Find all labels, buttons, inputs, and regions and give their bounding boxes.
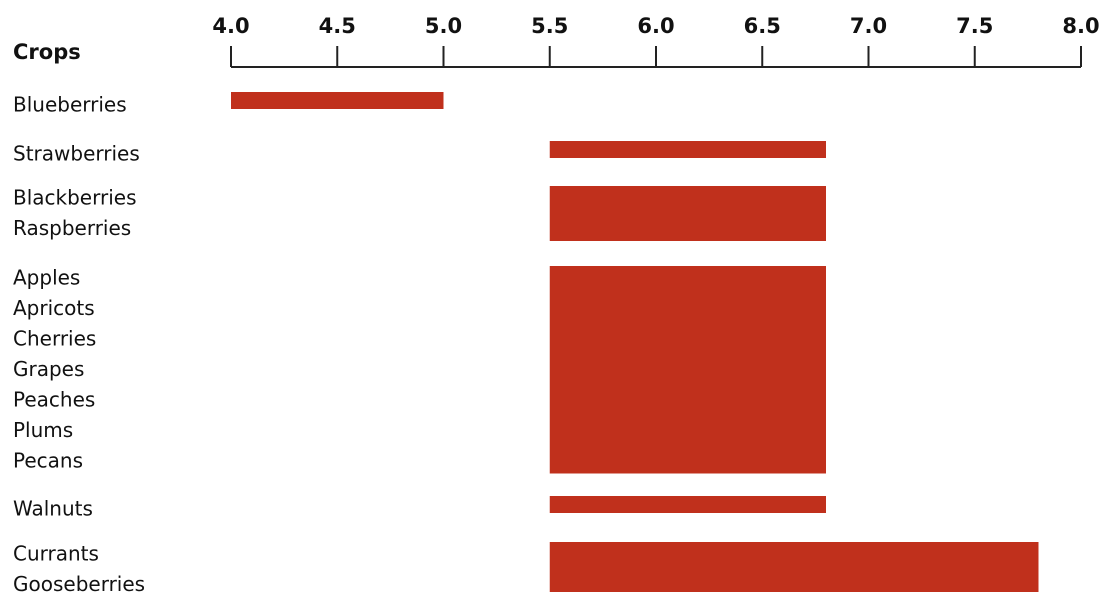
crop-label-strawberries: Strawberries bbox=[13, 142, 140, 166]
x-tick-label-6: 7.0 bbox=[850, 14, 887, 38]
x-tick-label-5: 6.5 bbox=[744, 14, 781, 38]
crop-label-peaches: Peaches bbox=[13, 388, 95, 412]
crop-label-plums: Plums bbox=[13, 418, 73, 442]
x-tick-label-8: 8.0 bbox=[1062, 14, 1099, 38]
x-tick-label-7: 7.5 bbox=[956, 14, 993, 38]
range-bar-0 bbox=[231, 92, 444, 109]
range-bar-2 bbox=[549, 186, 826, 241]
crop-label-blackberries: Blackberries bbox=[13, 186, 137, 210]
crop-label-pecans: Pecans bbox=[13, 449, 83, 473]
x-tick-label-2: 5.0 bbox=[425, 14, 462, 38]
crop-label-grapes: Grapes bbox=[13, 357, 84, 381]
crops-header: Crops bbox=[13, 40, 81, 64]
range-bar-4 bbox=[549, 496, 826, 513]
crop-label-apricots: Apricots bbox=[13, 296, 95, 320]
x-tick-label-4: 6.0 bbox=[637, 14, 674, 38]
crop-label-raspberries: Raspberries bbox=[13, 216, 131, 240]
x-tick-label-3: 5.5 bbox=[531, 14, 568, 38]
x-tick-label-1: 4.5 bbox=[319, 14, 356, 38]
crop-label-walnuts: Walnuts bbox=[13, 497, 93, 521]
x-tick-label-0: 4.0 bbox=[212, 14, 249, 38]
crop-label-cherries: Cherries bbox=[13, 327, 96, 351]
range-bar-3 bbox=[549, 266, 826, 474]
range-bars bbox=[231, 92, 1039, 592]
range-bar-5 bbox=[549, 542, 1039, 592]
crop-label-apples: Apples bbox=[13, 266, 80, 290]
range-bar-1 bbox=[549, 141, 826, 158]
crop-labels: Blueberries Strawberries Blackberries Raspb… bbox=[13, 93, 145, 592]
crop-label-blueberries: Blueberries bbox=[13, 93, 127, 117]
crop-label-currants: Currants bbox=[13, 542, 99, 566]
x-axis: 4.0 4.5 5.0 5.5 6.0 6.5 7.0 7.5 8.0 bbox=[212, 14, 1100, 68]
crop-label-gooseberries: Gooseberries bbox=[13, 572, 145, 592]
